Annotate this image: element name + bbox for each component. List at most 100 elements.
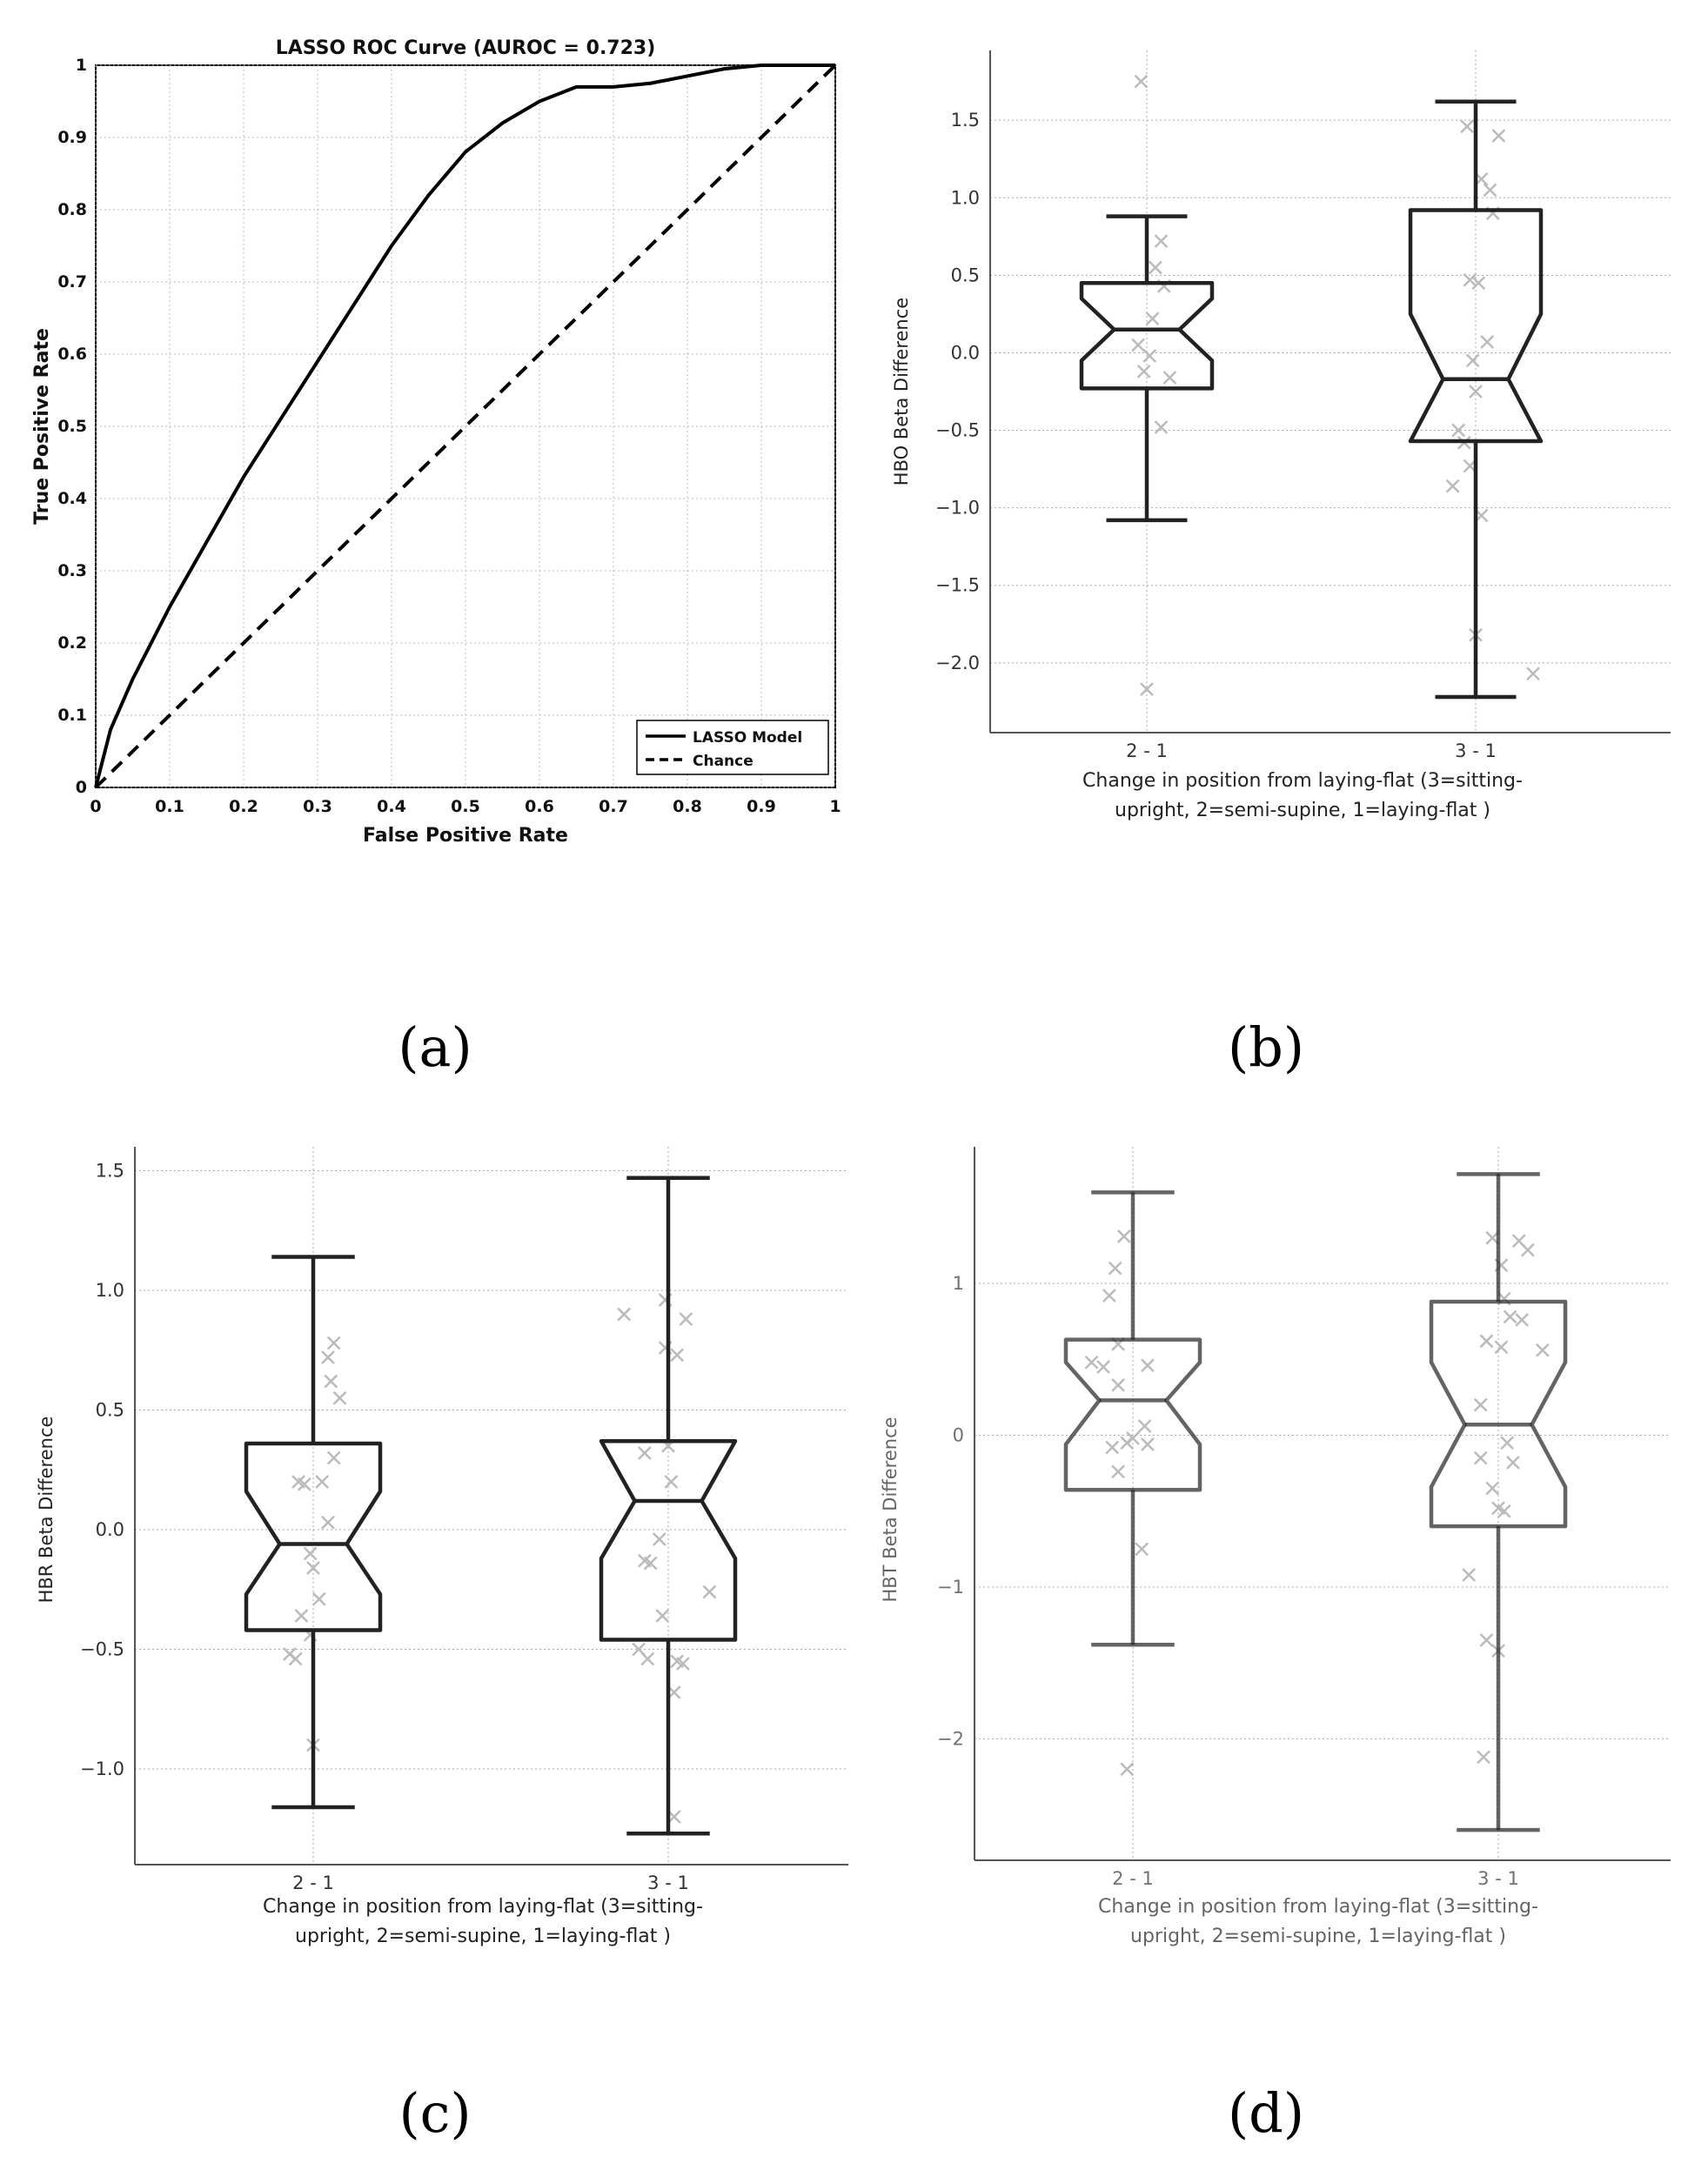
d-point-stroke <box>1520 1243 1535 1257</box>
c-data-point <box>332 1390 347 1405</box>
b-data-point <box>1134 74 1149 89</box>
b-notched-box <box>1079 281 1215 391</box>
roc-ytick-label: 0 <box>76 778 87 797</box>
d-point-stroke <box>1473 1397 1488 1412</box>
b-point-stroke <box>1149 260 1162 275</box>
c-point-stroke <box>332 1390 347 1405</box>
panel-label-a: (a) <box>398 1015 472 1079</box>
c-notched-box <box>244 1441 383 1632</box>
d-notched-box <box>1429 1299 1568 1529</box>
hbo-boxplot: 1.5 1.0 0.5 0.0 −0.5 −1.0 −1.5 −2.0 2 - 1 3 - 1 H… <box>891 50 1671 821</box>
d-point-stroke <box>1500 1436 1515 1450</box>
hbr-xlabel-line1: Change in position from laying-flat (3=s… <box>263 1896 703 1918</box>
b-ytick-label: −2.0 <box>935 653 980 673</box>
d-data-point <box>1141 1358 1155 1373</box>
c-point-stroke <box>311 1591 326 1606</box>
roc-xtick-label: 0.4 <box>377 797 406 816</box>
b-ytick-label: −0.5 <box>935 420 980 441</box>
d-notched-box <box>1063 1337 1202 1492</box>
c-data-point <box>643 1556 658 1571</box>
d-point-stroke <box>1111 1378 1125 1392</box>
c-data-point <box>303 1546 318 1561</box>
roc-ytick-label: 0.9 <box>57 128 87 147</box>
d-point-stroke <box>1462 1568 1477 1582</box>
d-data-point <box>1111 1464 1125 1479</box>
d-category-label: 3 - 1 <box>1477 1868 1519 1889</box>
hbt-xlabel-line1: Change in position from laying-flat (3=s… <box>1098 1896 1538 1918</box>
hbr-xlabel-line2: upright, 2=semi-supine, 1=laying-flat ) <box>295 1926 671 1947</box>
c-point-stroke <box>664 1475 679 1489</box>
b-data-point <box>1469 385 1483 399</box>
d-data-point <box>1473 1450 1488 1465</box>
d-point-stroke <box>1141 1358 1155 1373</box>
b-point-stroke <box>1469 385 1483 399</box>
d-point-stroke <box>1503 1310 1517 1324</box>
b-ytick-label: 0.0 <box>951 342 980 363</box>
roc-ytick-label: 1 <box>76 56 87 75</box>
roc-ytick-label: 0.1 <box>57 706 87 725</box>
b-data-point <box>1480 335 1495 349</box>
roc-ytick-label: 0.8 <box>57 200 87 219</box>
d-point-stroke <box>1535 1343 1550 1357</box>
roc-legend: LASSO Model Chance <box>636 720 829 775</box>
b-data-point <box>1162 371 1177 385</box>
d-data-point <box>1462 1568 1477 1582</box>
legend-label-lasso: LASSO Model <box>693 729 802 747</box>
d-point-stroke <box>1120 1762 1135 1777</box>
hbo-xlabel-line2: upright, 2=semi-supine, 1=laying-flat ) <box>1115 800 1490 821</box>
b-point-stroke <box>1162 371 1177 385</box>
c-ytick-label: 1.5 <box>96 1161 124 1182</box>
roc-ytick-label: 0.4 <box>57 489 87 508</box>
c-data-point <box>640 1651 655 1666</box>
d-data-point <box>1108 1261 1122 1276</box>
b-category-label: 3 - 1 <box>1455 740 1497 761</box>
c-point-stroke <box>306 1561 320 1575</box>
c-point-stroke <box>670 1348 685 1363</box>
c-ytick-label: −1.0 <box>80 1758 124 1779</box>
c-point-stroke <box>676 1657 690 1671</box>
c-point-stroke <box>670 1654 685 1669</box>
d-data-point <box>1111 1378 1125 1392</box>
c-point-stroke <box>321 1350 335 1364</box>
b-ytick-label: −1.5 <box>935 575 980 596</box>
c-point-stroke <box>632 1642 646 1657</box>
d-point-stroke <box>1477 1750 1490 1765</box>
c-point-stroke <box>326 1336 341 1350</box>
roc-lasso-line <box>94 64 835 788</box>
roc-xtick-label: 0.8 <box>673 797 702 816</box>
b-point-stroke <box>1154 420 1169 434</box>
hbr-boxplot: 1.5 1.0 0.5 0.0 −0.5 −1.0 2 - 1 3 - 1 HBR Beta … <box>36 1147 848 1947</box>
d-data-point <box>1494 1340 1509 1355</box>
d-data-point <box>1096 1360 1111 1374</box>
c-point-stroke <box>679 1312 693 1326</box>
roc-xtick-label: 1 <box>829 797 841 816</box>
roc-ylabel: True Positive Rate <box>31 328 53 525</box>
d-point-stroke <box>1485 1481 1500 1496</box>
d-point-stroke <box>1473 1450 1488 1465</box>
d-data-point <box>1116 1229 1131 1243</box>
b-ytick-label: 1.0 <box>951 187 980 208</box>
d-point-stroke <box>1084 1355 1099 1370</box>
hbr-ylabel: HBR Beta Difference <box>36 1417 57 1604</box>
b-data-point <box>1463 272 1477 287</box>
roc-xtick-label: 0.6 <box>525 797 554 816</box>
c-data-point <box>321 1350 335 1364</box>
d-point-stroke <box>1096 1360 1111 1374</box>
roc-xtick-label: 0.7 <box>599 797 628 816</box>
b-data-point <box>1145 311 1160 326</box>
b-point-stroke <box>1140 682 1154 696</box>
c-point-stroke <box>291 1475 305 1489</box>
c-data-point <box>679 1312 693 1326</box>
b-point-stroke <box>1136 364 1151 378</box>
roc-title: LASSO ROC Curve (AUROC = 0.723) <box>276 37 656 59</box>
c-data-point <box>676 1657 690 1671</box>
d-data-point <box>1515 1313 1529 1327</box>
d-data-point <box>1120 1762 1135 1777</box>
d-ytick-label: −1 <box>937 1577 964 1598</box>
d-data-point <box>1479 1334 1494 1349</box>
d-data-point <box>1141 1437 1155 1451</box>
c-point-stroke <box>638 1446 652 1460</box>
b-data-point <box>1142 349 1157 363</box>
hbt-boxplot: 1 0 −1 −2 2 - 1 3 - 1 HBT Beta Difference Cha… <box>880 1147 1671 1947</box>
hbt-xlabel-line2: upright, 2=semi-supine, 1=laying-flat ) <box>1130 1926 1506 1947</box>
